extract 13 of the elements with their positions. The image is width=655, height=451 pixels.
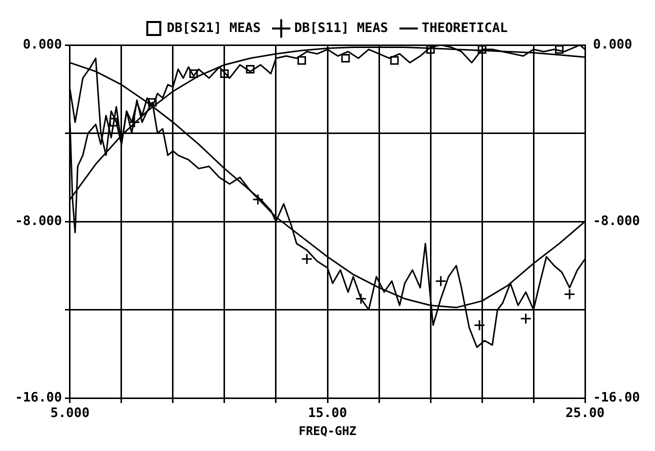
legend-label: THEORETICAL — [422, 20, 508, 36]
y-tick-label: 0.000 — [22, 37, 62, 52]
y2-tick-label: -16.00 — [593, 390, 640, 406]
x-tick-label: 15.00 — [308, 406, 348, 422]
y2-tick-label: 0.000 — [593, 37, 632, 52]
x-tick-label: 25.00 — [565, 406, 605, 422]
x-tick-label: 5.000 — [50, 406, 90, 422]
legend-label: DB[S11] MEAS — [294, 20, 388, 36]
y-tick-label: -16.00 — [14, 390, 62, 406]
legend-label: DB[S21] MEAS — [166, 20, 261, 36]
x-axis-title: FREQ-GHZ — [298, 424, 356, 438]
y-tick-label: -8.000 — [14, 214, 62, 229]
y2-tick-label: -8.000 — [593, 214, 640, 229]
